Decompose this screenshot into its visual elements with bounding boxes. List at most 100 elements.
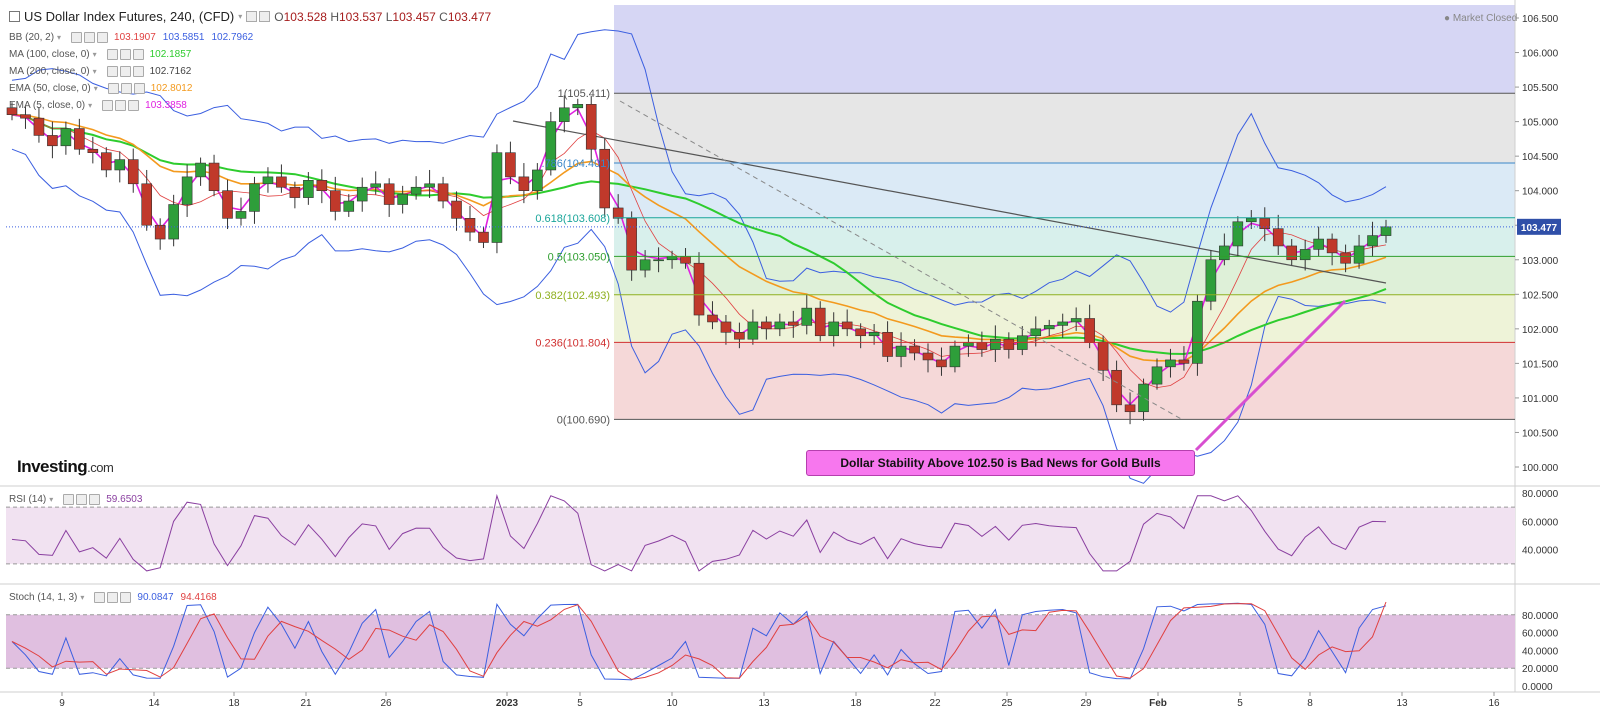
candle-body [222,190,233,219]
bb-label: BB (20, 2) [9,32,55,43]
candle-body [491,152,503,243]
close-icon[interactable] [132,66,144,77]
bb-buttons [71,32,109,43]
price-tick-label: 106.000 [1522,49,1559,60]
bb-mid-value: 103.1907 [114,32,156,43]
trend-lines [619,100,1347,452]
settings-icon[interactable] [71,32,83,43]
candle-body [814,307,826,337]
market-status: ● Market Closed [1444,13,1518,24]
candle-body [1286,245,1298,261]
candle-body [1097,342,1109,371]
rsi-value: 59.6503 [106,494,143,505]
close-icon[interactable] [120,592,132,603]
time-tick-label: 13 [1396,698,1408,709]
price-tick-label: 103.000 [1522,256,1559,267]
candle-body [707,314,718,323]
candle-body [1003,338,1015,350]
candle-body [1219,245,1230,261]
close-icon[interactable] [133,83,145,94]
chevron-down-icon[interactable]: ▾ [88,101,93,110]
legend-ma200[interactable]: MA (200, close, 0) ▾ 102.7162 [9,66,191,77]
candle-body [680,256,691,264]
candle-body [532,169,543,191]
hide-icon[interactable] [115,100,127,111]
candle-body [74,128,85,150]
ma100-label: MA (100, close, 0) [9,49,90,60]
chevron-down-icon[interactable]: ▾ [92,67,97,76]
hide-icon[interactable] [76,494,88,505]
candle-body [6,107,18,116]
candle-body [1259,218,1271,229]
settings-icon[interactable] [94,592,106,603]
hide-icon[interactable] [119,49,131,60]
candle-body [1030,328,1042,337]
candle-body [1313,238,1324,250]
hide-icon[interactable] [107,592,119,603]
chevron-down-icon[interactable]: ▾ [57,33,62,42]
ema50-label: EMA (50, close, 0) [9,83,91,94]
ma200-buttons [106,66,144,77]
legend-ema5[interactable]: EMA (5, close, 0) ▾ 103.3858 [9,100,187,111]
candle-body [208,162,220,191]
time-tick-label: 22 [929,698,941,709]
time-tick-label: 5 [577,698,583,709]
hide-icon[interactable] [259,11,271,22]
candle-body [895,345,907,357]
candle-body [1084,318,1095,343]
legend-bb[interactable]: BB (20, 2) ▾ 103.1907 103.5851 102.7962 [9,32,253,43]
high-label: H [330,9,339,24]
candle-body [1043,325,1055,330]
candle-body [33,117,45,136]
candle-body [855,328,866,337]
legend-ma100[interactable]: MA (100, close, 0) ▾ 102.1857 [9,49,191,60]
candle-body [464,218,476,233]
settings-icon[interactable] [106,49,118,60]
hide-icon[interactable] [119,66,131,77]
fib-label: 0.382(102.493) [535,290,610,302]
price-tick-label: 106.500 [1522,14,1559,25]
close-icon[interactable] [132,49,144,60]
time-tick-label: 18 [228,698,240,709]
legend-rsi[interactable]: RSI (14) ▾ 59.6503 [9,494,142,505]
settings-icon[interactable] [63,494,75,505]
market-status-text: Market Closed [1452,13,1518,24]
candle-body [276,176,287,188]
candle-body [599,148,611,209]
settings-icon[interactable] [106,66,118,77]
chevron-down-icon[interactable]: ▾ [92,50,97,59]
candle-body [1326,238,1338,254]
settings-icon[interactable] [107,83,119,94]
grid [0,0,1600,693]
stoch-buttons [94,592,132,603]
hide-icon[interactable] [120,83,132,94]
legend-stoch[interactable]: Stoch (14, 1, 3) ▾ 90.0847 94.4168 [9,592,217,603]
candle-body [518,176,530,191]
chevron-down-icon[interactable]: ▾ [238,12,243,21]
ma100-buttons [106,49,144,60]
legend-ema50[interactable]: EMA (50, close, 0) ▾ 102.8012 [9,83,192,94]
hide-icon[interactable] [84,32,96,43]
chevron-down-icon[interactable]: ▾ [49,495,54,504]
candle-body [612,207,624,219]
close-icon[interactable] [97,32,109,43]
stoch-d-line [11,601,1387,680]
stoch-tick-label: 60.0000 [1522,629,1559,640]
fib-label: .786(104.401) [542,158,611,170]
price-tick-label: 104.000 [1522,187,1559,198]
candle-body [653,259,664,262]
current-price-tag [1517,218,1561,235]
close-icon[interactable] [89,494,101,505]
chevron-down-icon[interactable]: ▾ [93,84,98,93]
collapse-icon[interactable] [9,11,20,22]
settings-icon[interactable] [102,100,114,111]
price-tick-label: 105.000 [1522,118,1559,129]
candle-body [841,321,853,330]
ema5-label: EMA (5, close, 0) [9,100,86,111]
close-icon[interactable] [128,100,140,111]
chevron-down-icon[interactable]: ▾ [80,593,85,602]
settings-icon[interactable] [246,11,258,22]
fib-label: 1(105.411) [558,88,610,100]
time-tick-label: 25 [1001,698,1013,709]
candle-body [1151,366,1163,385]
